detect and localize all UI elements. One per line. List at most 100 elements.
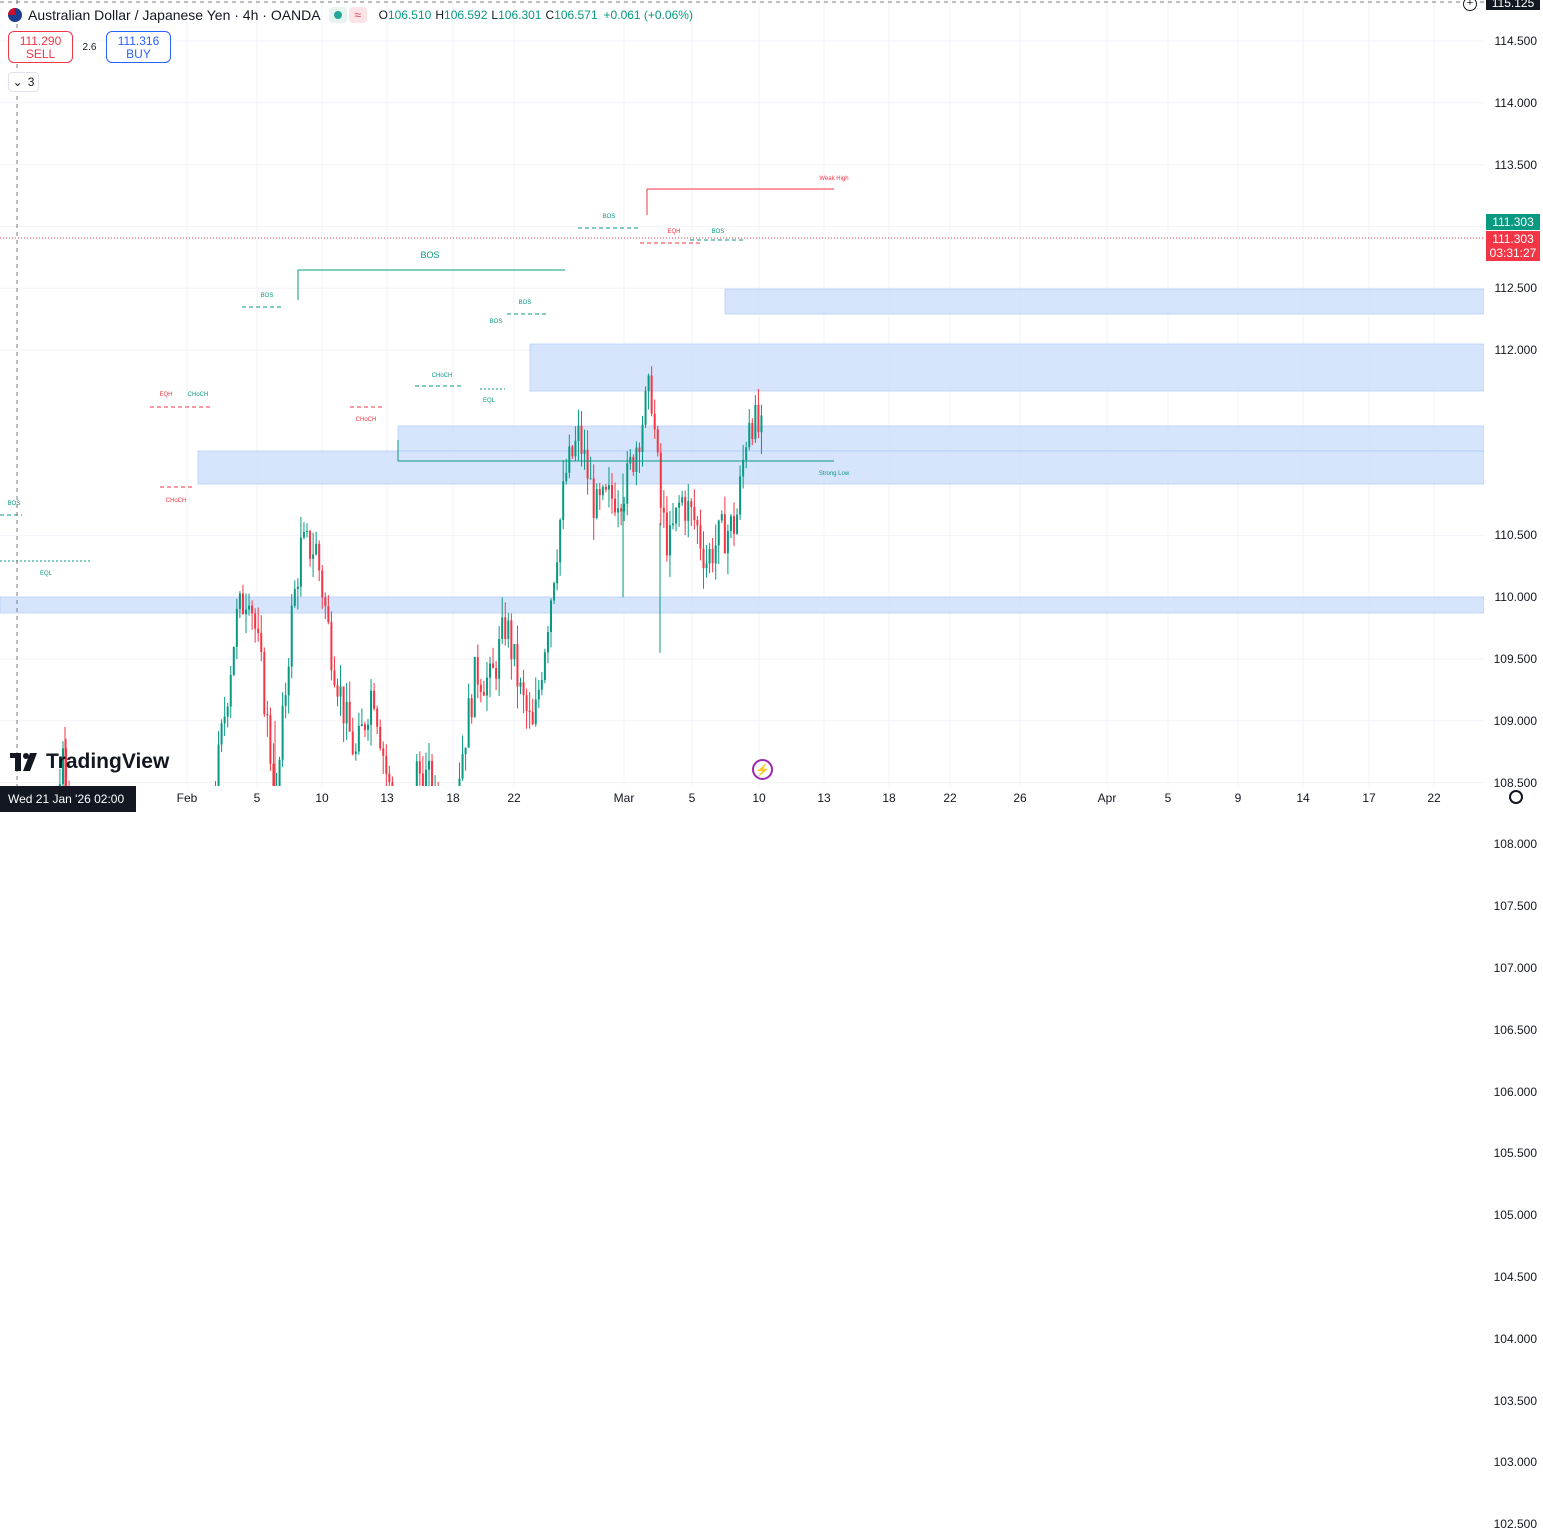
candle-body (281, 705, 284, 760)
price-axis-label: 113.500 (1494, 157, 1538, 172)
candle-body (373, 690, 376, 709)
candle-body (278, 759, 281, 786)
candle-body (574, 440, 577, 457)
candle-body (479, 684, 482, 692)
time-axis-label: 18 (446, 791, 460, 805)
candle-body (489, 663, 491, 678)
candle-body (348, 701, 351, 732)
candle-body (370, 690, 373, 725)
candle-body (626, 463, 629, 504)
candle-body (516, 643, 519, 687)
candle-body (711, 548, 714, 564)
candle-body (748, 422, 751, 448)
candle-body (363, 724, 366, 730)
candle-body (351, 731, 354, 755)
candle-body (431, 760, 434, 786)
structure-label: Strong Low (819, 471, 850, 477)
price-axis-label: 103.000 (1493, 1455, 1537, 1470)
candle-body (357, 726, 360, 752)
buy-button[interactable]: 111.316 BUY (106, 31, 171, 63)
structure-label: BOS (519, 300, 532, 306)
indicators-toggle-button[interactable]: ⌄ 3 (8, 72, 39, 92)
price-axis-label: 109.000 (1493, 713, 1537, 728)
candle-body (705, 563, 708, 569)
time-axis-label: 14 (1296, 791, 1310, 805)
time-axis[interactable]: Wed 21 Jan '26 02:00 Feb 5 10 13 18 22 Mar 5 10 1… (0, 786, 1484, 812)
candle-body (391, 782, 394, 786)
candle-body (623, 503, 626, 512)
candle-body (534, 699, 537, 725)
candle-body (302, 532, 305, 538)
price-axis-label: 106.500 (1493, 1022, 1537, 1037)
candle-body (287, 666, 290, 696)
candle-body (641, 424, 644, 453)
price-axis-label: 105.500 (1493, 1146, 1537, 1161)
candle-body (504, 617, 507, 640)
market-open-icon (328, 7, 347, 23)
candle-body (635, 447, 638, 472)
candle-body (293, 588, 296, 606)
delayed-data-icon: ≈ (348, 7, 367, 23)
price-axis-label: 106.000 (1493, 1084, 1537, 1099)
price-axis[interactable]: 114.500114.000113.500113.000112.500112.0… (1484, 0, 1543, 1531)
candle-body (272, 763, 275, 786)
sell-button[interactable]: 111.290 SELL (8, 31, 73, 63)
fvg-zone (397, 425, 1484, 452)
market-status[interactable]: ≈ (328, 7, 367, 23)
candle-body (611, 485, 613, 499)
crosshair-time-label: Wed 21 Jan '26 02:00 (0, 786, 136, 812)
time-axis-label: Mar (613, 791, 635, 805)
candle-body (476, 657, 479, 685)
time-axis-label: 18 (882, 791, 896, 805)
candle-body (519, 682, 522, 687)
candle-body (702, 548, 705, 569)
candle-body (717, 520, 720, 546)
candle-body (306, 530, 308, 533)
candle-body (464, 747, 467, 755)
candle-body (498, 638, 501, 679)
fvg-zone (0, 596, 1484, 614)
price-axis-label: 112.500 (1494, 281, 1538, 296)
candle-body (296, 586, 299, 589)
candle-body (537, 689, 540, 700)
add-alert-icon[interactable]: + (1463, 0, 1477, 11)
candle-body (736, 514, 739, 534)
candle-body (245, 609, 247, 615)
candle-body (754, 404, 757, 440)
candle-body (312, 554, 315, 559)
candle-body (607, 485, 610, 490)
structure-label: EQH (667, 229, 680, 235)
candle-body (321, 570, 324, 598)
candle-body (559, 519, 562, 563)
structure-label: BOS (603, 214, 616, 220)
price-axis-label: 104.500 (1493, 1270, 1537, 1284)
candle-body (604, 486, 607, 490)
price-chart[interactable]: BOS BOS BOS BOS BOS BOS BOS CHoCH CHoCH CHoCH CHoC… (0, 0, 1484, 786)
lightning-icon[interactable]: ⚡ (752, 759, 773, 780)
price-axis-label: 109.500 (1493, 652, 1537, 666)
candle-body (662, 507, 665, 513)
price-axis-label: 107.000 (1493, 961, 1537, 975)
candle-body (318, 543, 321, 571)
candle-body (424, 769, 427, 786)
candle-body (733, 516, 735, 534)
candle-body (309, 530, 312, 559)
price-change: +0.061 (+0.06%) (603, 8, 693, 22)
candle-body (269, 715, 272, 764)
symbol-title[interactable]: Australian Dollar / Japanese Yen · 4h · … (28, 7, 321, 23)
time-axis-label: 22 (1427, 791, 1441, 805)
candle-body (315, 543, 318, 555)
candle-body (550, 600, 552, 633)
candle-body (333, 670, 336, 686)
candle-body (415, 761, 418, 786)
candle-body (629, 456, 632, 464)
tradingview-logo[interactable]: TradingView (10, 750, 169, 774)
spread-value: 2.6 (82, 41, 97, 53)
candle-body (589, 478, 592, 480)
candle-body (525, 695, 528, 711)
settings-icon[interactable] (1509, 790, 1523, 804)
structure-label: Weak High (819, 176, 848, 182)
candle-body (229, 674, 232, 707)
candle-body (418, 761, 421, 774)
candle-body (690, 501, 693, 508)
